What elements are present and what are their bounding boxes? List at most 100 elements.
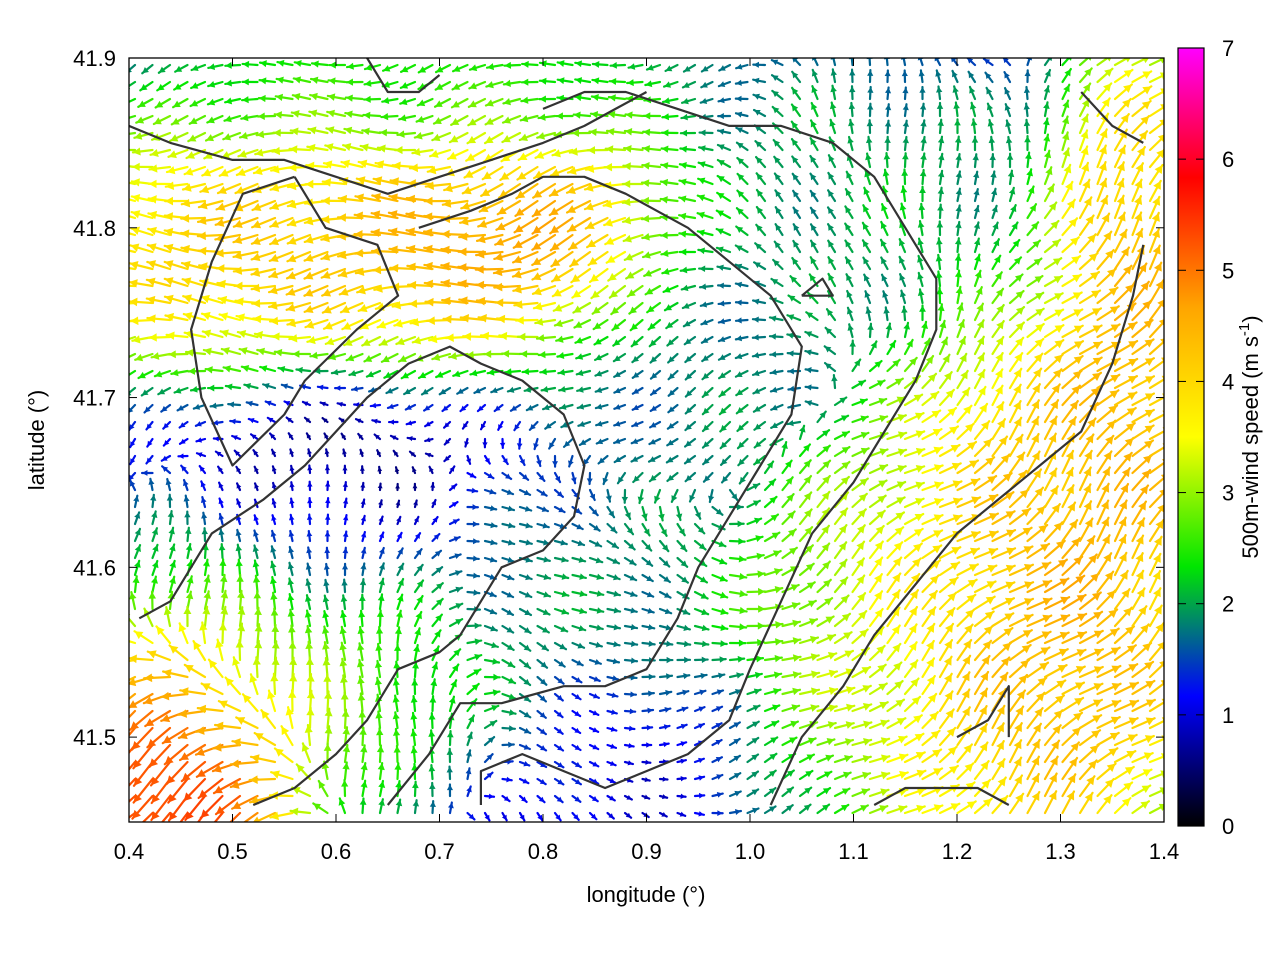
- wind-vector: [613, 420, 627, 427]
- wind-vector: [380, 113, 399, 121]
- wind-vector-head: [342, 547, 349, 554]
- wind-vector: [448, 586, 464, 594]
- wind-vector-head: [539, 77, 547, 85]
- wind-vector: [493, 403, 504, 413]
- wind-vector: [327, 77, 347, 85]
- wind-vector: [196, 231, 224, 241]
- wind-vector-head: [323, 321, 333, 330]
- wind-vector: [200, 480, 207, 492]
- wind-vector: [646, 301, 662, 314]
- wind-vector-head: [220, 590, 229, 599]
- wind-vector-head: [243, 694, 252, 704]
- wind-vector: [238, 347, 259, 356]
- wind-vector: [465, 749, 472, 764]
- wind-vector: [735, 141, 749, 152]
- wind-vector: [518, 811, 526, 822]
- wind-vector-head: [377, 466, 383, 472]
- wind-vector-head: [360, 532, 367, 538]
- wind-vector: [376, 144, 399, 153]
- wind-vector: [180, 198, 207, 208]
- wind-vector-head: [151, 776, 160, 786]
- wind-vector: [357, 675, 365, 696]
- wind-vector: [623, 691, 638, 698]
- wind-vector: [584, 164, 609, 173]
- wind-vector: [763, 687, 782, 696]
- wind-vector: [149, 148, 172, 157]
- wind-vector-head: [360, 482, 366, 488]
- wind-vector: [588, 539, 603, 548]
- wind-vector: [693, 573, 709, 584]
- wind-vector: [288, 145, 312, 154]
- wind-vector-head: [218, 544, 226, 551]
- wind-vector-head: [149, 164, 158, 173]
- wind-vector: [763, 704, 781, 713]
- wind-vector: [763, 513, 780, 526]
- wind-vector-head: [424, 196, 433, 206]
- wind-vector-head: [307, 335, 316, 345]
- wind-vector: [465, 148, 487, 162]
- wind-vector: [415, 114, 434, 123]
- wind-vector-head: [132, 809, 141, 819]
- wind-vector: [588, 573, 605, 581]
- wind-vector: [163, 243, 189, 254]
- wind-vector: [537, 113, 557, 121]
- wind-vector: [483, 454, 491, 465]
- wind-vector: [536, 675, 548, 686]
- wind-vector: [178, 437, 189, 445]
- wind-vector-head: [116, 742, 124, 751]
- wind-vector: [184, 526, 192, 543]
- wind-vector-head: [362, 338, 371, 346]
- wind-vector: [602, 471, 609, 486]
- wind-vector-head: [322, 626, 330, 634]
- wind-vector: [448, 648, 462, 662]
- wind-vector: [553, 505, 566, 514]
- wind-vector: [572, 111, 592, 119]
- wind-vector-head: [287, 594, 295, 602]
- wind-vector: [192, 640, 207, 662]
- wind-vector: [711, 590, 729, 599]
- wind-vector: [552, 454, 558, 468]
- wind-vector: [303, 416, 312, 424]
- wind-vector-shaft: [243, 811, 259, 822]
- wind-vector: [365, 369, 382, 378]
- wind-vector-head: [288, 690, 297, 698]
- wind-vector: [214, 216, 242, 227]
- wind-vector: [177, 709, 207, 718]
- wind-vector: [518, 539, 533, 546]
- wind-vector-head: [412, 800, 420, 807]
- wind-vector: [623, 794, 633, 801]
- wind-vector: [132, 743, 154, 770]
- wind-vector: [647, 318, 662, 331]
- wind-vector-head: [199, 262, 208, 271]
- wind-vector: [728, 655, 746, 663]
- wind-vector: [606, 607, 622, 614]
- wind-vector: [429, 781, 436, 798]
- wind-vector-head: [484, 350, 492, 358]
- wind-vector: [338, 797, 347, 815]
- wind-vector: [641, 522, 651, 537]
- wind-vector: [340, 674, 348, 696]
- wind-vector: [432, 114, 452, 125]
- wind-vector-head: [269, 301, 278, 310]
- wind-vector-head: [400, 98, 408, 106]
- wind-vector: [606, 556, 621, 565]
- wind-vector: [485, 80, 504, 89]
- wind-vector: [551, 284, 574, 298]
- wind-vector: [247, 417, 259, 424]
- wind-vector-head: [384, 371, 392, 378]
- wind-vector-head: [311, 60, 319, 68]
- wind-vector: [271, 514, 277, 526]
- wind-vector: [448, 500, 459, 509]
- wind-vector: [658, 811, 668, 818]
- wind-vector-head: [260, 60, 267, 68]
- wind-vector-head: [412, 483, 418, 489]
- wind-vector-head: [493, 673, 500, 681]
- wind-vector: [394, 762, 402, 781]
- wind-vector: [536, 709, 547, 719]
- wind-vector: [168, 575, 176, 594]
- wind-vector: [736, 189, 749, 203]
- wind-vector: [129, 97, 137, 104]
- wind-vector-head: [473, 589, 480, 596]
- wind-vector: [462, 332, 487, 341]
- wind-vector-head: [392, 712, 400, 720]
